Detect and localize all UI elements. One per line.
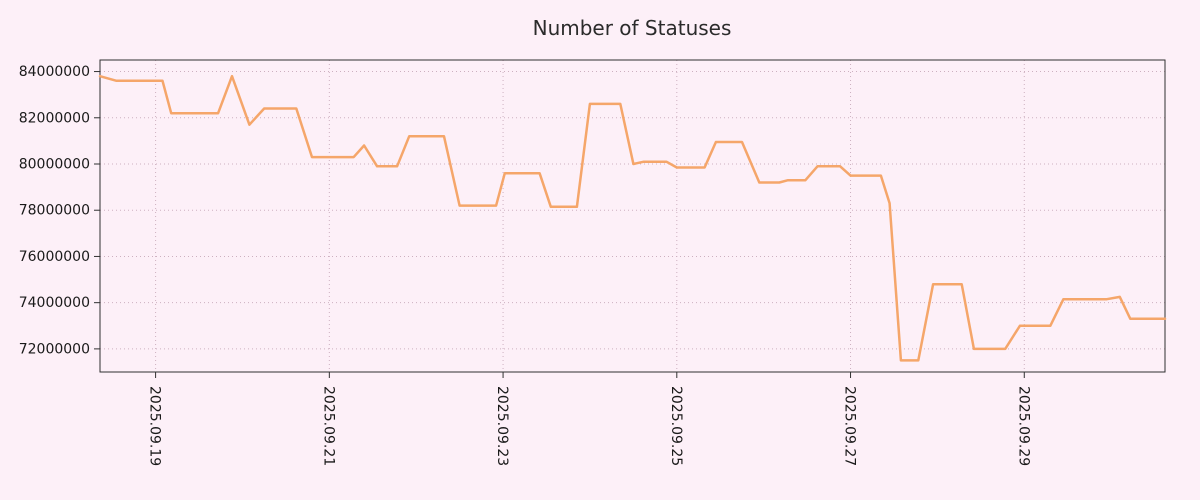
x-tick-label: 2025.09.27: [842, 386, 858, 466]
y-tick-label: 78000000: [19, 203, 90, 219]
y-tick-label: 80000000: [19, 157, 90, 173]
statuses-line: [98, 74, 1167, 362]
x-tick-label: 2025.09.25: [668, 386, 684, 466]
plot-frame: [99, 59, 1166, 373]
chart-title: Number of Statuses: [532, 16, 732, 40]
x-tick-label: 2025.09.19: [147, 386, 163, 466]
x-tick-label: 2025.09.23: [494, 386, 510, 466]
y-tick-label: 74000000: [19, 295, 90, 311]
x-tick-label: 2025.09.29: [1015, 386, 1031, 466]
y-tick-label: 76000000: [19, 249, 90, 265]
y-tick-label: 84000000: [19, 64, 90, 80]
y-tick-label: 82000000: [19, 110, 90, 126]
y-tick-label: 72000000: [19, 341, 90, 357]
x-tick-label: 2025.09.21: [320, 386, 336, 466]
